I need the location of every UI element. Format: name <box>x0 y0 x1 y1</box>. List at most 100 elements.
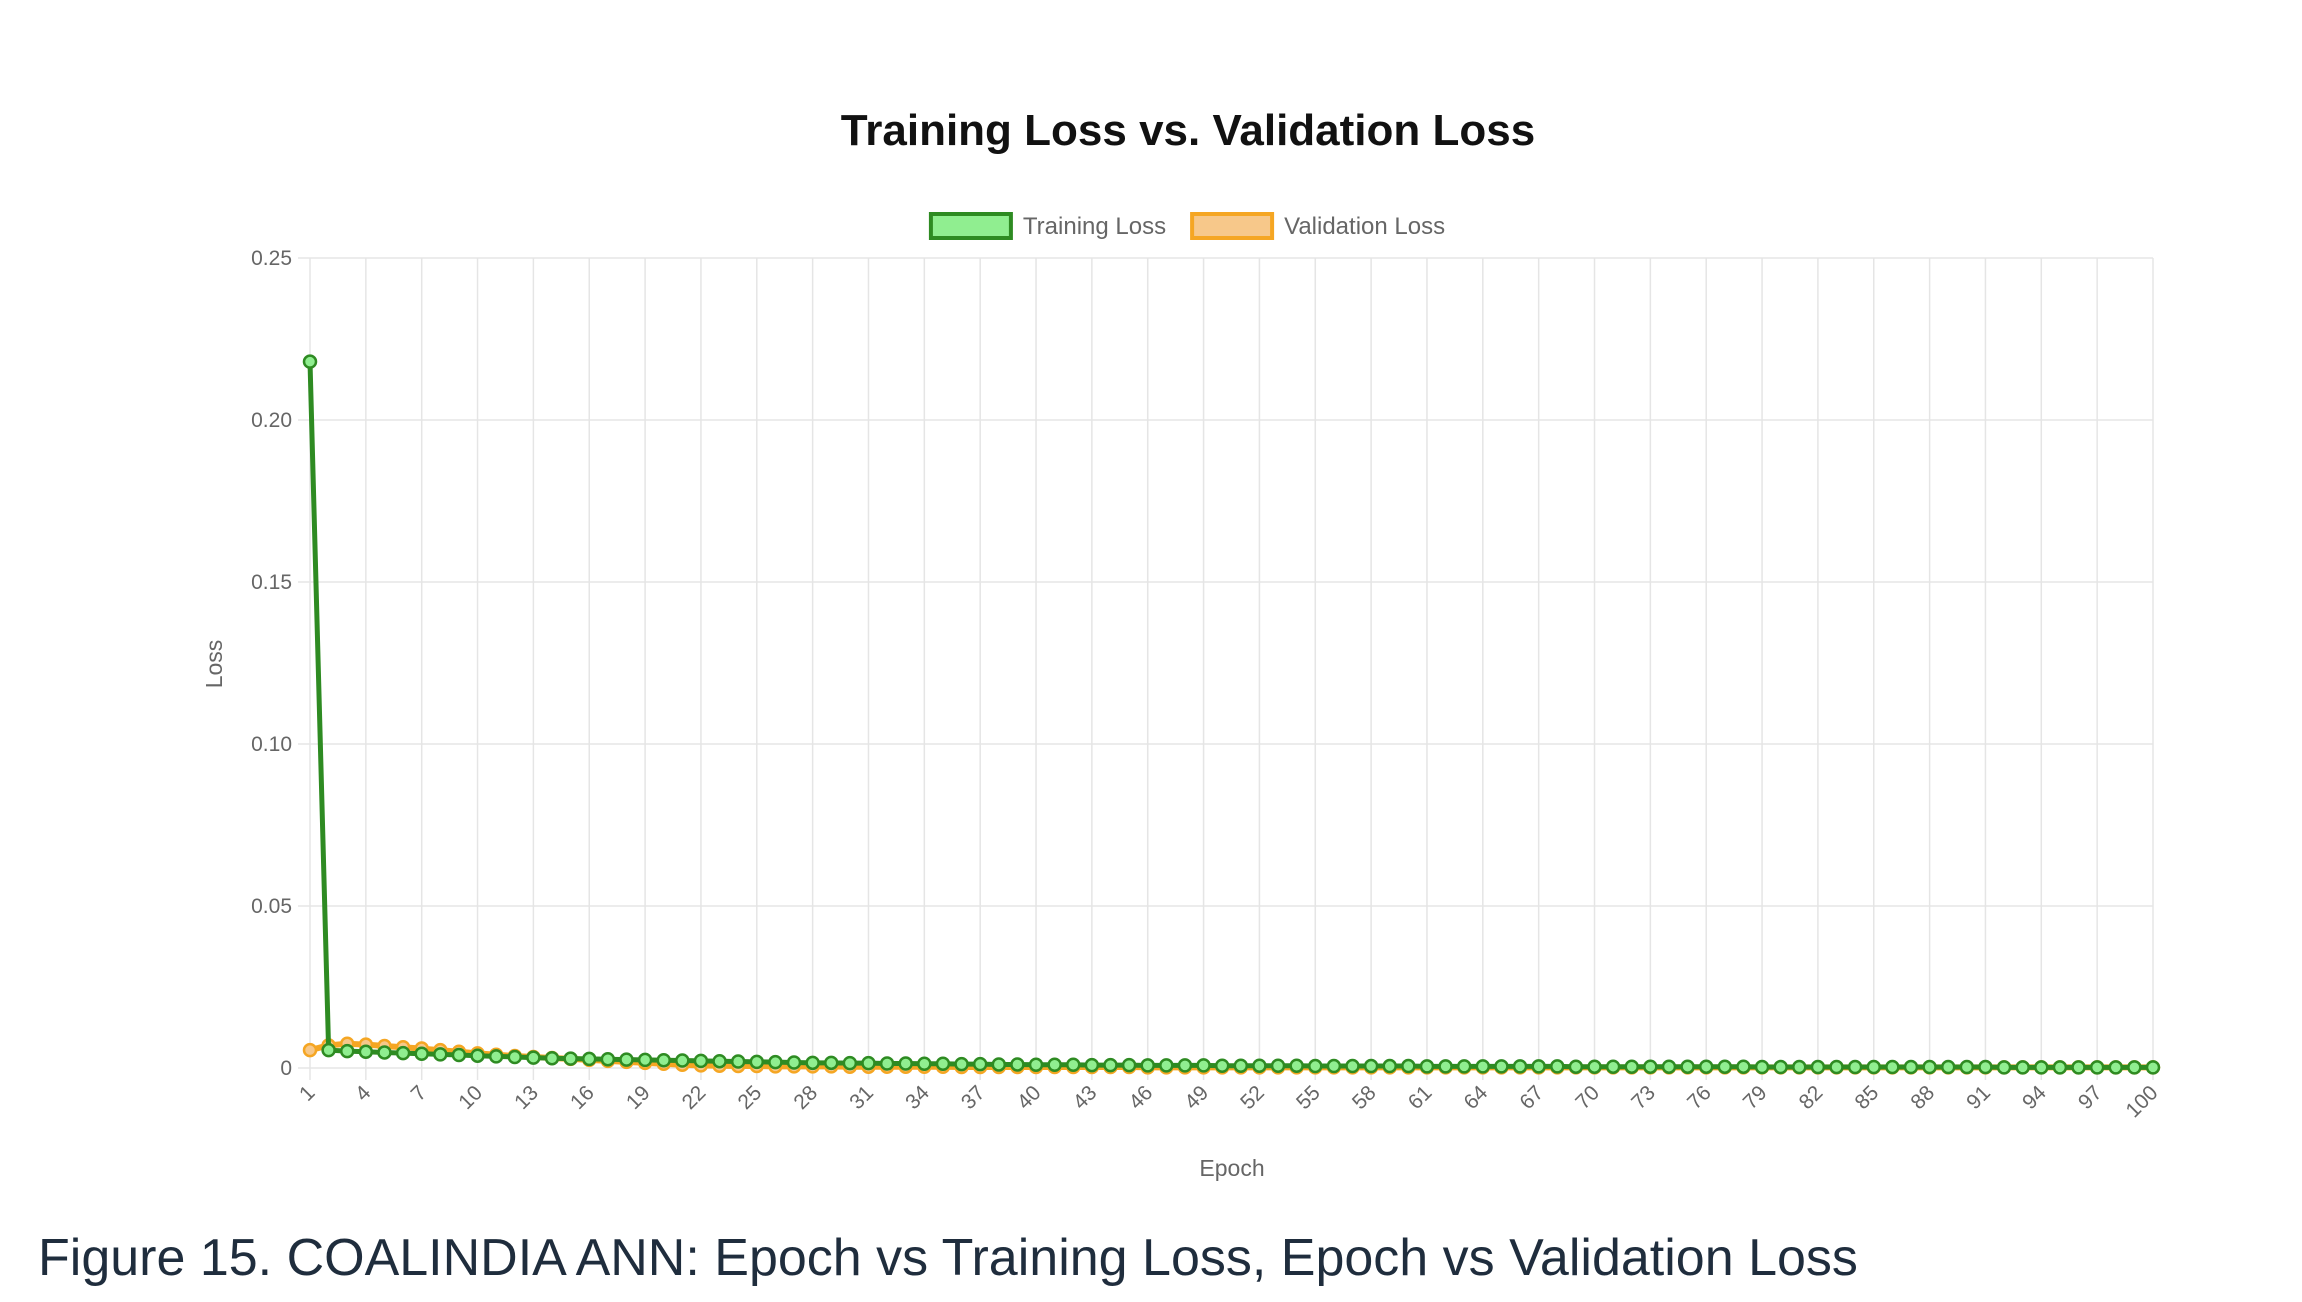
data-point[interactable] <box>637 1052 653 1068</box>
data-point[interactable] <box>2127 1060 2142 1075</box>
data-point[interactable] <box>1680 1059 1695 1074</box>
data-point[interactable] <box>1140 1058 1155 1073</box>
data-point[interactable] <box>675 1053 690 1068</box>
data-point[interactable] <box>972 1056 988 1072</box>
data-point[interactable] <box>544 1051 560 1066</box>
data-point[interactable] <box>1847 1059 1863 1075</box>
data-point[interactable] <box>656 1052 671 1068</box>
data-point[interactable] <box>1047 1057 1062 1073</box>
data-point[interactable] <box>1922 1059 1937 1075</box>
data-point[interactable] <box>1159 1058 1174 1073</box>
data-point[interactable] <box>1028 1057 1044 1073</box>
data-point[interactable] <box>1103 1057 1118 1073</box>
data-point[interactable] <box>1717 1059 1733 1074</box>
data-point[interactable] <box>768 1054 783 1070</box>
data-point[interactable] <box>1233 1058 1249 1073</box>
data-point[interactable] <box>1363 1058 1379 1074</box>
data-point[interactable] <box>1996 1060 2012 1075</box>
data-point[interactable] <box>1866 1059 1882 1075</box>
data-point[interactable] <box>1196 1058 1211 1073</box>
data-point[interactable] <box>1978 1059 1993 1075</box>
data-point[interactable] <box>1177 1058 1193 1073</box>
data-point[interactable] <box>2145 1060 2161 1075</box>
data-point[interactable] <box>1550 1059 1565 1074</box>
data-point[interactable] <box>1419 1059 1435 1074</box>
legend-item-validation-loss[interactable]: Validation Loss <box>1190 212 1445 240</box>
data-point[interactable] <box>1829 1059 1844 1075</box>
data-point[interactable] <box>842 1055 858 1071</box>
data-point[interactable] <box>898 1056 913 1071</box>
data-point[interactable] <box>1270 1058 1286 1073</box>
data-point[interactable] <box>954 1056 969 1072</box>
data-point[interactable] <box>1084 1057 1100 1073</box>
data-point[interactable] <box>917 1056 932 1072</box>
data-point[interactable] <box>1754 1059 1770 1075</box>
data-point[interactable] <box>1568 1059 1584 1074</box>
data-point[interactable] <box>1773 1059 1788 1075</box>
data-point[interactable] <box>712 1053 727 1069</box>
data-point[interactable] <box>1494 1059 1509 1074</box>
data-point[interactable] <box>302 1042 318 1058</box>
data-point[interactable] <box>1792 1059 1807 1075</box>
data-point[interactable] <box>1401 1058 1416 1074</box>
data-point[interactable] <box>861 1055 876 1071</box>
data-point[interactable] <box>414 1046 429 1061</box>
data-point[interactable] <box>433 1047 448 1062</box>
data-point[interactable] <box>2015 1060 2030 1075</box>
data-point[interactable] <box>526 1050 541 1065</box>
data-point[interactable] <box>1121 1057 1137 1073</box>
data-point[interactable] <box>749 1054 765 1070</box>
data-point[interactable] <box>1308 1058 1323 1074</box>
data-point[interactable] <box>339 1043 355 1059</box>
data-point[interactable] <box>1438 1059 1453 1074</box>
data-point[interactable] <box>1643 1059 1658 1074</box>
data-point[interactable] <box>507 1049 523 1065</box>
data-point[interactable] <box>786 1055 802 1070</box>
data-point[interactable] <box>600 1052 616 1067</box>
data-point[interactable] <box>2108 1060 2124 1075</box>
data-point[interactable] <box>1512 1059 1528 1074</box>
data-point[interactable] <box>1810 1059 1826 1075</box>
data-point[interactable] <box>395 1045 411 1061</box>
data-point[interactable] <box>2052 1060 2068 1075</box>
data-point[interactable] <box>730 1054 746 1069</box>
data-point[interactable] <box>1940 1059 1956 1075</box>
data-point[interactable] <box>1531 1059 1546 1074</box>
data-point[interactable] <box>693 1053 709 1069</box>
data-point[interactable] <box>1959 1059 1975 1075</box>
data-point[interactable] <box>1736 1059 1751 1074</box>
data-point[interactable] <box>619 1052 634 1067</box>
data-point[interactable] <box>1605 1059 1621 1074</box>
data-point[interactable] <box>1326 1058 1342 1074</box>
data-point[interactable] <box>321 1042 336 1058</box>
data-point[interactable] <box>2071 1060 2086 1075</box>
data-point[interactable] <box>1214 1058 1230 1073</box>
data-point[interactable] <box>1587 1059 1602 1074</box>
data-point[interactable] <box>1456 1059 1472 1074</box>
data-point[interactable] <box>358 1044 374 1060</box>
data-point[interactable] <box>1010 1057 1025 1072</box>
data-point[interactable] <box>1624 1059 1639 1074</box>
data-point[interactable] <box>488 1049 504 1064</box>
data-point[interactable] <box>1066 1057 1081 1073</box>
data-point[interactable] <box>302 354 318 369</box>
data-point[interactable] <box>470 1048 485 1063</box>
data-point[interactable] <box>879 1056 895 1071</box>
data-point[interactable] <box>377 1045 392 1060</box>
data-point[interactable] <box>824 1055 839 1071</box>
data-point[interactable] <box>935 1056 951 1072</box>
data-point[interactable] <box>1885 1059 1900 1075</box>
data-point[interactable] <box>1382 1058 1397 1074</box>
data-point[interactable] <box>1903 1059 1919 1075</box>
data-point[interactable] <box>1289 1058 1304 1073</box>
data-point[interactable] <box>991 1057 1007 1072</box>
data-point[interactable] <box>1475 1059 1491 1074</box>
data-point[interactable] <box>1661 1059 1677 1074</box>
data-point[interactable] <box>805 1055 820 1071</box>
data-point[interactable] <box>581 1051 597 1067</box>
data-point[interactable] <box>451 1047 467 1063</box>
data-point[interactable] <box>1252 1058 1267 1073</box>
legend-item-training-loss[interactable]: Training Loss <box>928 212 1166 240</box>
data-point[interactable] <box>2089 1060 2105 1075</box>
data-point[interactable] <box>563 1051 578 1066</box>
